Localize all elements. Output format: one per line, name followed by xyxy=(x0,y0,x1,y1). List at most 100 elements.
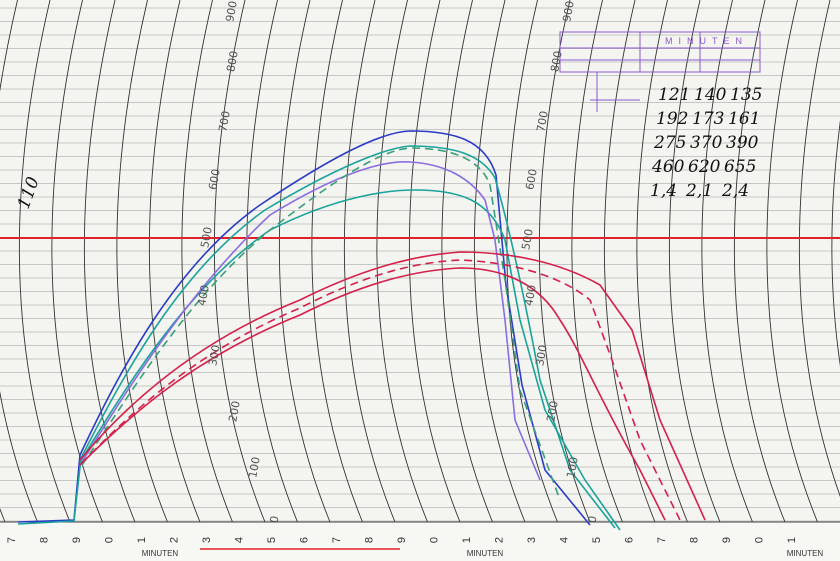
minute-digit: 5 xyxy=(266,537,278,543)
minute-digit: 8 xyxy=(364,537,376,543)
scale-label: 400 xyxy=(195,284,211,307)
handwritten-value: 1,4 xyxy=(650,181,677,201)
minute-digit: 9 xyxy=(396,537,408,543)
trace-teal xyxy=(17,145,616,529)
scale-label: 200 xyxy=(544,400,560,423)
grid-arc xyxy=(83,0,136,523)
scale-label: 0 xyxy=(586,515,600,524)
scale-label: 500 xyxy=(519,228,535,251)
minute-digit: 0 xyxy=(429,537,441,543)
handwritten-value: 121 xyxy=(658,85,690,105)
minute-digit: 0 xyxy=(104,537,116,543)
grid-arc xyxy=(148,0,201,523)
handwritten-value: 460 xyxy=(651,157,685,177)
scale-label: 900 xyxy=(223,0,239,23)
scale-label: 600 xyxy=(206,168,222,191)
grid-arc xyxy=(376,0,428,523)
scale-label: 100 xyxy=(564,456,580,479)
grid xyxy=(0,0,840,523)
grid-arc xyxy=(668,0,721,523)
handwritten-value: 2,4 xyxy=(721,181,749,201)
minute-digit: 4 xyxy=(234,537,246,543)
minute-digit: 6 xyxy=(299,537,311,543)
minute-digit: 3 xyxy=(526,537,538,543)
handwritten-value: 192 xyxy=(656,109,688,129)
handwritten-value: 2,1 xyxy=(685,181,713,201)
minute-label: MINUTEN xyxy=(142,549,179,558)
minute-label: MINUTEN xyxy=(787,549,824,558)
handwritten-value: 140 xyxy=(694,85,727,105)
scale-label: 700 xyxy=(216,110,232,133)
stamp-text: MINUTEN xyxy=(665,36,748,46)
minute-digit: 2 xyxy=(494,537,506,543)
trace-red xyxy=(79,251,706,521)
scale-label: 500 xyxy=(198,226,214,249)
trace-violet xyxy=(81,160,541,481)
trace-teal-2 xyxy=(79,189,621,531)
minute-digit: 2 xyxy=(169,537,181,543)
stamp-box xyxy=(559,31,761,112)
grid-arc xyxy=(831,120,840,367)
time-strip xyxy=(0,522,840,561)
grid-arc xyxy=(636,0,688,523)
handwritten-value: 173 xyxy=(692,109,724,129)
scale-label: 800 xyxy=(548,50,564,73)
handwritten-value: 275 xyxy=(653,133,686,153)
scale-label: 300 xyxy=(533,344,549,367)
grid-arc xyxy=(766,0,818,523)
traces xyxy=(17,130,706,531)
grid-arc xyxy=(733,0,786,523)
minute-digit: 9 xyxy=(721,537,733,543)
minute-digit: 1 xyxy=(136,537,148,543)
minute-digit: 3 xyxy=(201,537,213,543)
scale-label: 400 xyxy=(522,284,538,307)
grid-arc xyxy=(441,0,493,523)
grid-arc xyxy=(278,0,331,523)
scale-label: 600 xyxy=(523,168,539,191)
grid-arc xyxy=(18,0,71,523)
scale-label: 700 xyxy=(534,110,550,133)
scale-label: 300 xyxy=(206,344,222,367)
grid-arc xyxy=(0,0,38,523)
handwritten-value: 135 xyxy=(730,85,762,105)
scale-label: 900 xyxy=(560,0,576,23)
minute-digit: 7 xyxy=(656,537,668,543)
grid-arc xyxy=(473,0,526,523)
trace-red-2 xyxy=(79,267,666,521)
minute-digit: 4 xyxy=(559,537,571,543)
trace-blue xyxy=(17,130,591,526)
trace-dashed-green xyxy=(81,147,561,501)
minute-digit: 5 xyxy=(591,537,603,543)
grid-arc xyxy=(408,0,461,523)
scale-label: 0 xyxy=(268,515,282,524)
scale-label: 800 xyxy=(224,50,240,73)
minute-digit: 1 xyxy=(786,537,798,543)
grid-arc xyxy=(246,0,298,523)
handwritten-value: 390 xyxy=(726,133,759,153)
minute-digit: 8 xyxy=(689,537,701,543)
handwritten-value: 620 xyxy=(688,157,721,177)
grid-arc xyxy=(213,0,266,523)
handwritten-value: 655 xyxy=(724,157,756,177)
minute-digit: 0 xyxy=(754,537,766,543)
minute-digit: 7 xyxy=(6,537,18,543)
minute-label: MINUTEN xyxy=(467,549,504,558)
scale-label: 100 xyxy=(246,456,262,479)
grid-arc xyxy=(116,0,168,523)
handwritten-value: 370 xyxy=(690,133,723,153)
minute-digit: 7 xyxy=(331,537,343,543)
grid-arc xyxy=(538,0,591,523)
grid-arc xyxy=(311,0,363,523)
minute-digit: 8 xyxy=(39,537,51,543)
handwritten-table: 121 140 135 192 173 161 275 370 390 460 620 655 1,4 2… xyxy=(650,85,762,201)
grid-arc xyxy=(798,0,840,497)
handwritten-value: 161 xyxy=(728,109,760,129)
minute-digit: 6 xyxy=(624,537,636,543)
trace-red-dashed xyxy=(81,259,681,521)
grid-arc xyxy=(701,0,753,523)
minute-digit: 9 xyxy=(71,537,83,543)
scale-label: 200 xyxy=(226,400,242,423)
grid-arc xyxy=(571,0,623,523)
